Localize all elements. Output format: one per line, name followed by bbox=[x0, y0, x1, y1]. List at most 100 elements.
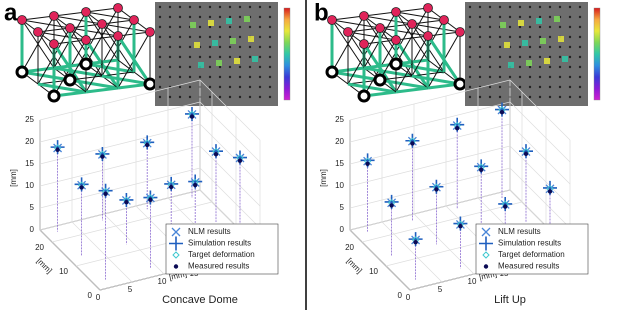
photo-hole bbox=[238, 95, 242, 99]
photo-marker bbox=[536, 18, 542, 24]
photo-hole bbox=[578, 75, 582, 79]
actuated-beam bbox=[85, 86, 119, 94]
x-tick-label: 5 bbox=[128, 285, 133, 294]
measured-marker bbox=[365, 161, 370, 167]
series bbox=[53, 110, 244, 205]
photo-hole bbox=[528, 5, 532, 9]
photo-hole bbox=[168, 55, 172, 59]
photo-hole bbox=[528, 45, 532, 49]
photo-hole bbox=[518, 55, 522, 59]
top-node bbox=[423, 31, 433, 41]
x-tick-label: 10 bbox=[158, 277, 167, 286]
photo-hole bbox=[208, 5, 212, 9]
y-tick-label: 0 bbox=[88, 291, 93, 300]
beam bbox=[53, 15, 103, 25]
x-tick-label: 0 bbox=[96, 293, 101, 302]
legend-symbol bbox=[172, 251, 180, 259]
photo-hole bbox=[488, 5, 492, 9]
measured-marker bbox=[100, 154, 105, 159]
beam bbox=[411, 75, 429, 89]
series bbox=[55, 114, 243, 205]
photo-hole bbox=[568, 5, 572, 9]
measured-marker bbox=[145, 142, 150, 148]
photo-hole bbox=[488, 35, 492, 39]
actuated-beam bbox=[395, 86, 429, 94]
photo-hole bbox=[248, 5, 252, 9]
photo-hole bbox=[178, 15, 182, 19]
photo-hole bbox=[578, 45, 582, 49]
beam bbox=[101, 75, 119, 89]
photo-hole bbox=[268, 65, 272, 69]
z-grid-line bbox=[39, 123, 201, 165]
photo-hole bbox=[258, 75, 262, 79]
photo-hole bbox=[568, 35, 572, 39]
z-grid-line bbox=[39, 145, 201, 187]
photo-hole bbox=[178, 65, 182, 69]
actuated-beam bbox=[53, 66, 103, 78]
z-tick-label: 5 bbox=[340, 203, 345, 212]
legend-box bbox=[165, 223, 279, 275]
beam bbox=[101, 23, 151, 33]
photo-hole bbox=[468, 95, 472, 99]
photo-hole bbox=[518, 85, 522, 89]
photo-hole bbox=[188, 45, 192, 49]
photo-hole bbox=[548, 85, 552, 89]
photo-hole bbox=[518, 75, 522, 79]
actuated-beam bbox=[379, 78, 429, 90]
photo-hole bbox=[218, 55, 222, 59]
z-tick-label: 15 bbox=[335, 159, 344, 168]
z-grid-line bbox=[349, 101, 511, 143]
top-node bbox=[81, 7, 91, 17]
fixed-node bbox=[63, 73, 77, 87]
photo-hole bbox=[548, 55, 552, 59]
photo-hole bbox=[568, 85, 572, 89]
legend-label: Target deformation bbox=[188, 250, 255, 259]
series bbox=[365, 110, 553, 245]
z-grid-line bbox=[199, 145, 261, 207]
top-node bbox=[113, 3, 123, 13]
photo-hole bbox=[208, 95, 212, 99]
photo-hole bbox=[258, 65, 262, 69]
photo-hole bbox=[158, 5, 162, 9]
photo-hole bbox=[468, 5, 472, 9]
photo-hole bbox=[158, 35, 162, 39]
actuated-beam bbox=[69, 78, 119, 90]
photo-hole bbox=[238, 55, 242, 59]
photo-hole bbox=[248, 45, 252, 49]
actuated-beam bbox=[21, 70, 71, 82]
photo-hole bbox=[188, 35, 192, 39]
legend-symbol bbox=[479, 236, 493, 251]
photo-hole bbox=[568, 65, 572, 69]
photo-hole bbox=[478, 65, 482, 69]
photo-hole bbox=[478, 95, 482, 99]
beam bbox=[331, 19, 381, 29]
photo-hole bbox=[268, 15, 272, 19]
beam bbox=[347, 31, 397, 41]
top-node bbox=[49, 11, 59, 21]
photo-hole bbox=[178, 25, 182, 29]
z-tick-label: 10 bbox=[335, 181, 344, 190]
photo-hole bbox=[518, 65, 522, 69]
photo-hole bbox=[168, 45, 172, 49]
photo-hole bbox=[468, 25, 472, 29]
photo-marker bbox=[540, 38, 546, 44]
measured-marker bbox=[503, 204, 508, 209]
top-node bbox=[81, 35, 91, 45]
beam bbox=[85, 11, 135, 21]
actuated-beam bbox=[37, 82, 87, 94]
actuated-beam bbox=[101, 74, 151, 86]
fixed-node bbox=[373, 73, 387, 87]
photo-hole bbox=[468, 15, 472, 19]
photo-hole bbox=[208, 55, 212, 59]
top-node bbox=[97, 19, 107, 29]
photo-hole bbox=[218, 25, 222, 29]
photo-hole bbox=[198, 5, 202, 9]
photo-hole bbox=[528, 25, 532, 29]
photo-hole bbox=[218, 85, 222, 89]
photo-hole bbox=[228, 45, 232, 49]
z-grid-line bbox=[39, 79, 201, 121]
top-node bbox=[375, 23, 385, 33]
z-grid-line bbox=[349, 189, 511, 231]
simulation-marker bbox=[185, 106, 199, 121]
photo-hole bbox=[178, 55, 182, 59]
